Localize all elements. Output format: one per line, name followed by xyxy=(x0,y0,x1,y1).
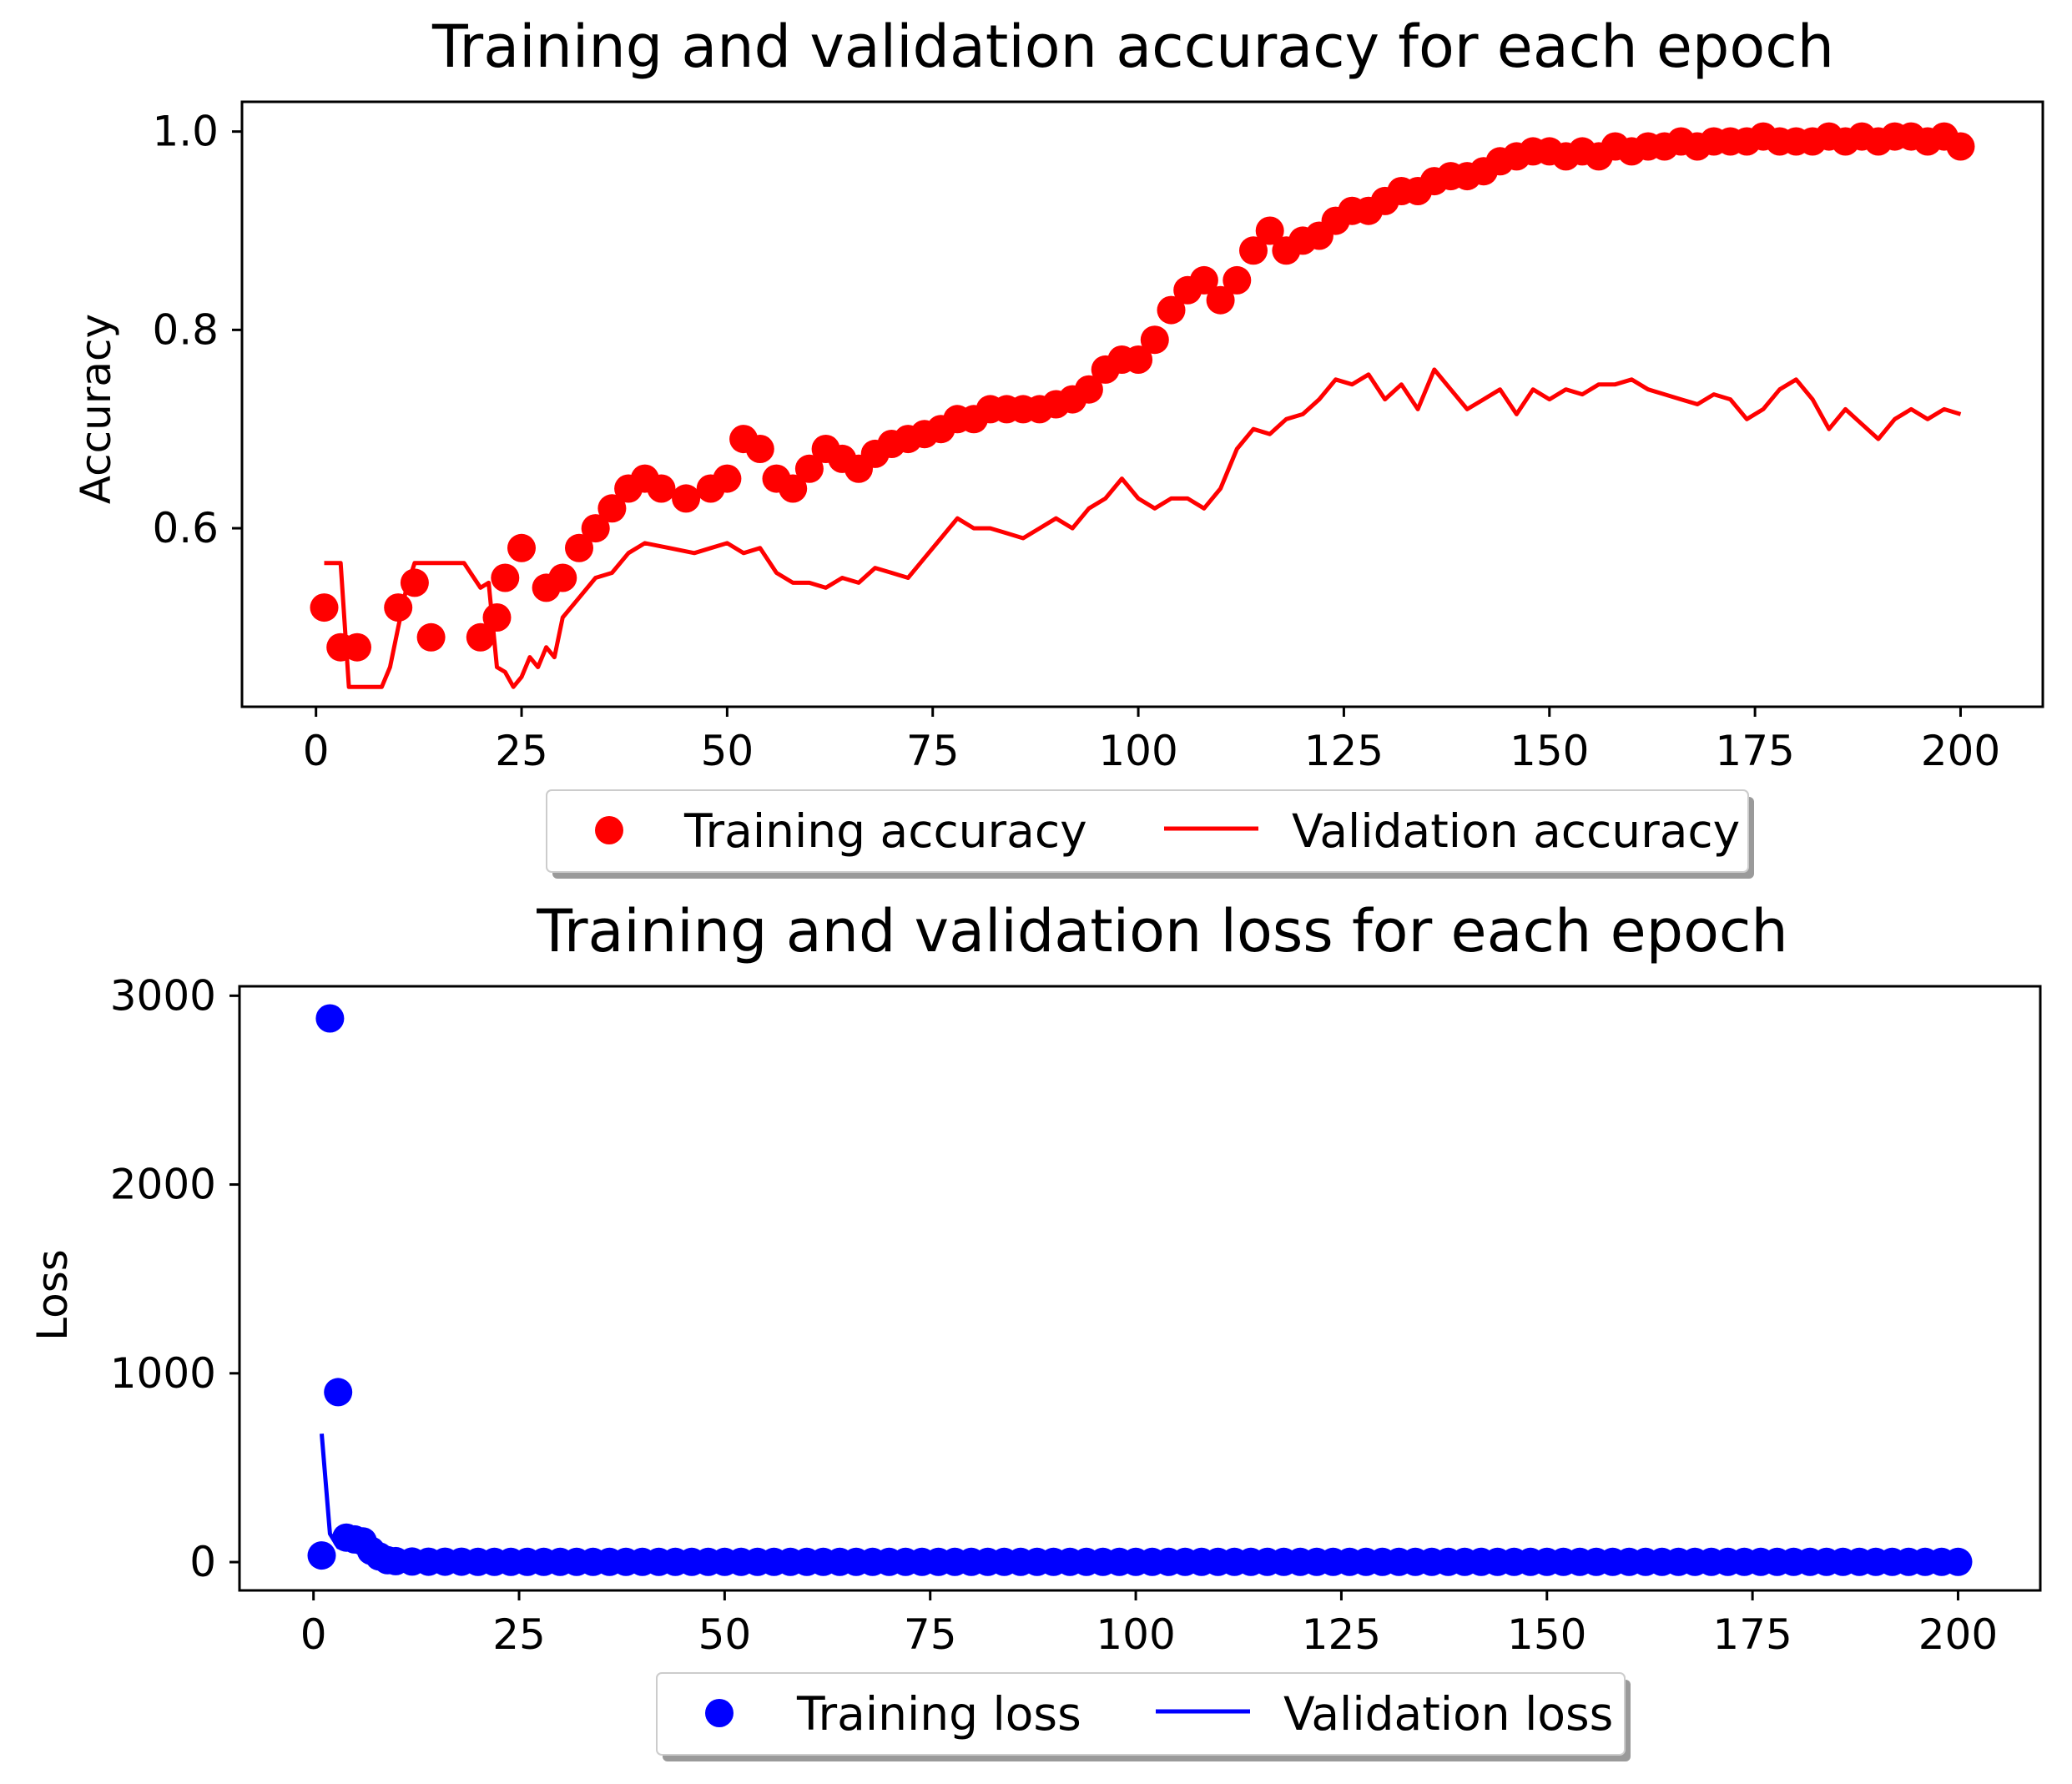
data-point-training-accuracy xyxy=(310,593,339,622)
loss-legend-box xyxy=(656,1672,1626,1756)
loss-y-tick-label: 1000 xyxy=(110,1349,216,1398)
accuracy-x-tick-label: 25 xyxy=(495,727,548,775)
accuracy-x-tick-label: 175 xyxy=(1715,727,1794,775)
data-point-training-accuracy xyxy=(672,484,701,513)
loss-x-tick-label: 50 xyxy=(698,1610,752,1659)
accuracy-plot-frame xyxy=(240,100,2044,708)
loss-y-axis-label: Loss xyxy=(28,1249,77,1341)
loss-x-tick-label: 175 xyxy=(1712,1610,1792,1659)
loss-x-tick-label: 100 xyxy=(1096,1610,1175,1659)
data-point-training-accuracy xyxy=(745,435,774,463)
data-point-training-accuracy xyxy=(565,533,593,562)
data-point-training-accuracy xyxy=(466,622,495,652)
accuracy-x-tick-label: 150 xyxy=(1510,727,1589,775)
loss-y-tick-label: 0 xyxy=(189,1538,216,1586)
data-point-training-accuracy xyxy=(1124,345,1153,374)
data-point-training-accuracy xyxy=(713,464,742,493)
data-point-training-accuracy xyxy=(491,563,520,592)
loss-plot-frame xyxy=(238,985,2042,1592)
accuracy-x-tick-label: 75 xyxy=(906,727,960,775)
accuracy-chart: Training and validation accuracy for eac… xyxy=(72,13,2044,879)
data-point-training-accuracy xyxy=(779,474,808,503)
accuracy-y-axis-label: Accuracy xyxy=(72,314,120,504)
data-point-training-accuracy xyxy=(1206,285,1235,315)
legend-label-training-accuracy: Training accuracy xyxy=(683,804,1087,858)
loss-x-tick-label: 150 xyxy=(1507,1610,1586,1659)
data-point-training-loss xyxy=(307,1541,336,1570)
loss-chart-title: Training and validation loss for each ep… xyxy=(536,897,1788,965)
data-point-training-accuracy xyxy=(1255,216,1284,245)
loss-y-tick-label: 3000 xyxy=(110,971,216,1020)
data-point-training-accuracy xyxy=(647,474,676,503)
series-line-validation-accuracy xyxy=(324,367,1962,689)
loss-x-tick-label: 200 xyxy=(1918,1610,1998,1659)
loss-x-tick-label: 75 xyxy=(904,1610,957,1659)
data-point-training-loss xyxy=(315,1004,345,1033)
data-point-training-accuracy xyxy=(794,454,824,483)
accuracy-legend: Training accuracy Validation accuracy xyxy=(546,789,1754,879)
legend-label-training-loss: Training loss xyxy=(796,1687,1081,1741)
legend-marker-training-loss xyxy=(705,1699,734,1727)
data-point-training-accuracy xyxy=(548,563,577,592)
data-point-training-accuracy xyxy=(597,494,627,523)
data-point-training-accuracy xyxy=(1157,295,1186,325)
data-point-training-accuracy xyxy=(343,632,371,662)
data-point-training-loss xyxy=(324,1378,353,1407)
data-point-training-accuracy xyxy=(1223,265,1252,295)
accuracy-chart-title: Training and validation accuracy for eac… xyxy=(431,13,1834,81)
loss-x-tick-label: 0 xyxy=(300,1610,327,1659)
data-point-training-accuracy xyxy=(1239,236,1268,265)
series-line-validation-loss xyxy=(320,1433,1959,1565)
loss-x-tick-label: 25 xyxy=(492,1610,546,1659)
legend-label-validation-loss: Validation loss xyxy=(1283,1687,1613,1741)
legend-marker-training-accuracy xyxy=(595,816,623,844)
data-point-training-accuracy xyxy=(581,514,610,543)
accuracy-y-tick-label: 0.6 xyxy=(152,504,219,552)
loss-y-tick-label: 2000 xyxy=(110,1161,216,1209)
loss-chart: Training and validation loss for each ep… xyxy=(28,897,2042,1761)
data-point-training-accuracy xyxy=(1189,265,1218,295)
data-point-training-accuracy xyxy=(1140,325,1169,355)
data-point-training-accuracy xyxy=(507,533,536,562)
accuracy-x-tick-label: 0 xyxy=(303,727,330,775)
accuracy-x-tick-label: 125 xyxy=(1304,727,1384,775)
accuracy-x-tick-label: 50 xyxy=(701,727,754,775)
data-point-training-accuracy xyxy=(482,603,512,632)
legend-label-validation-accuracy: Validation accuracy xyxy=(1292,804,1740,858)
loss-x-tick-label: 125 xyxy=(1302,1610,1381,1659)
accuracy-x-tick-label: 100 xyxy=(1098,727,1177,775)
loss-legend: Training loss Validation loss xyxy=(656,1672,1631,1761)
accuracy-legend-box xyxy=(546,789,1749,873)
data-point-training-accuracy xyxy=(1074,375,1103,404)
accuracy-y-tick-label: 0.8 xyxy=(152,305,219,354)
accuracy-x-tick-label: 200 xyxy=(1921,727,2000,775)
data-point-training-accuracy xyxy=(1946,132,1975,161)
data-point-training-accuracy xyxy=(416,622,446,652)
accuracy-y-tick-label: 1.0 xyxy=(152,108,219,156)
